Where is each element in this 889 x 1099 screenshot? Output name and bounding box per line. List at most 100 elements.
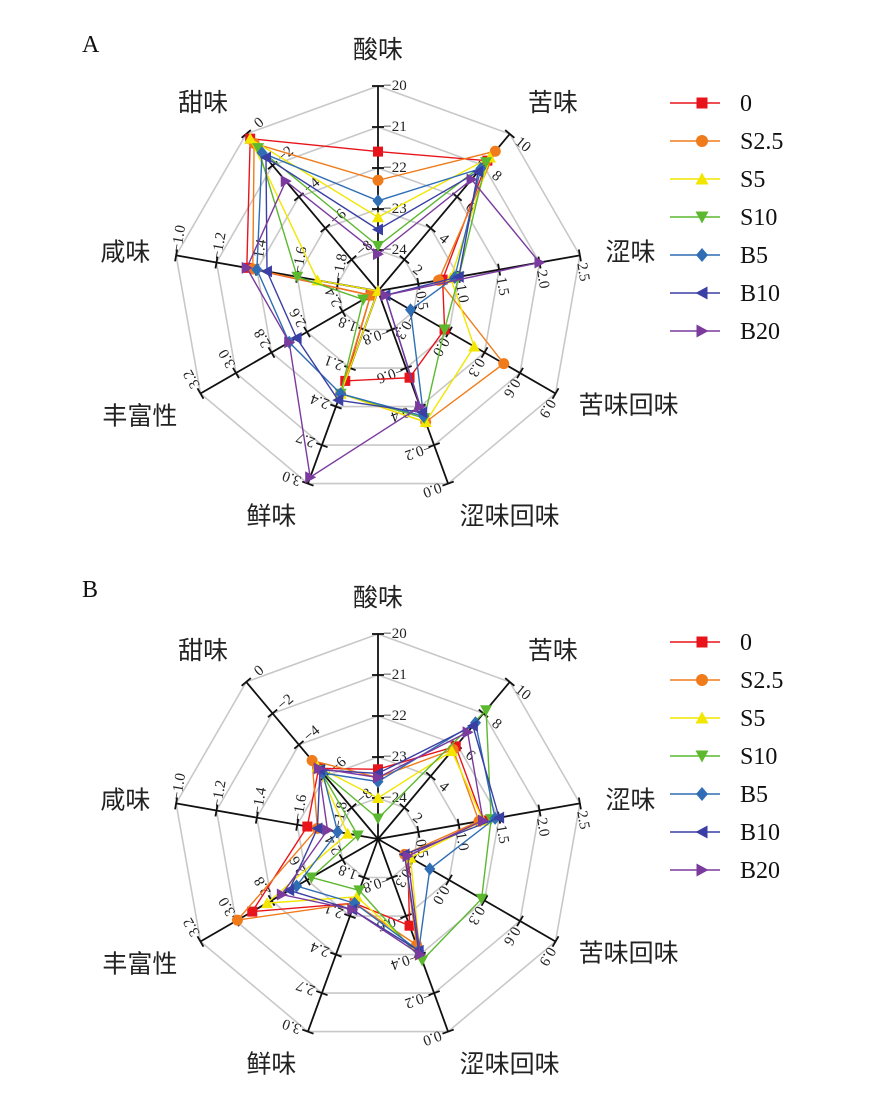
- legend-item: S10: [670, 744, 777, 770]
- series-S10: [252, 143, 493, 425]
- legend-marker: [696, 248, 708, 262]
- tick-label: −1.2: [209, 779, 229, 809]
- tick-label: 2.0: [533, 817, 552, 838]
- data-point: [468, 340, 481, 352]
- legend-item: S2.5: [670, 129, 783, 155]
- axis-tick: [267, 708, 278, 718]
- data-point: [347, 903, 359, 916]
- axis-tick: [338, 305, 347, 318]
- axis-tick: [386, 874, 398, 881]
- series-line: [256, 151, 482, 418]
- legend-marker: [695, 286, 708, 300]
- tick-label: −21: [383, 119, 406, 135]
- data-point: [416, 406, 428, 419]
- tick-label: 2: [409, 810, 425, 827]
- tick-label: −1.4: [250, 238, 271, 268]
- radar-panel-b: B−20−21−22−23−24酸味108642苦味2.52.01.51.00.…: [82, 577, 783, 1078]
- axis-tick: [241, 677, 252, 687]
- tick-label: −24: [383, 790, 407, 806]
- data-point: [480, 705, 493, 717]
- legend-marker: [696, 636, 708, 648]
- legend-marker: [695, 211, 709, 224]
- data-point: [372, 194, 384, 208]
- data-point: [322, 824, 334, 837]
- grid-ring: [175, 633, 581, 1033]
- data-point: [373, 248, 384, 261]
- grid-ring: [215, 126, 541, 446]
- axis-tick: [196, 387, 205, 400]
- tick-label: 1.8: [336, 861, 359, 882]
- axis-label: 涩味: [606, 238, 656, 267]
- axis-tick: [214, 256, 219, 269]
- data-point: [373, 771, 384, 784]
- axis-label: 涩味: [606, 786, 656, 815]
- axis-tick: [480, 894, 489, 907]
- data-point: [276, 888, 288, 901]
- tick-label: 2.1: [322, 899, 345, 920]
- axis-tick: [254, 811, 259, 824]
- data-point: [404, 372, 415, 383]
- tick-label: 0.0: [429, 883, 452, 907]
- axis-tick: [416, 825, 421, 838]
- axis-tick: [400, 365, 412, 371]
- data-point: [302, 821, 313, 832]
- tick-label: −1.0: [169, 224, 189, 254]
- data-point: [231, 914, 243, 926]
- tick-label: 3.0: [280, 467, 303, 488]
- axis-tick: [399, 803, 410, 813]
- axis-line: [307, 838, 379, 1032]
- axis-tick: [320, 223, 331, 233]
- data-point: [380, 289, 392, 302]
- series-B20: [276, 726, 489, 961]
- axis-tick: [399, 255, 410, 265]
- axis-tick: [267, 346, 276, 359]
- series-line: [256, 146, 488, 419]
- legend-label: B20: [740, 858, 780, 884]
- axis-tick: [497, 263, 502, 276]
- axis-label: 酸味: [353, 35, 403, 64]
- tick-label: 2.4: [308, 938, 332, 960]
- axis-tick: [425, 771, 436, 781]
- axis-tick: [442, 1028, 455, 1035]
- legend-label: S2.5: [740, 129, 783, 155]
- data-point: [472, 165, 484, 178]
- data-point: [305, 471, 317, 484]
- legend-item: S5: [670, 706, 765, 732]
- axis-tick: [174, 249, 179, 262]
- tick-label: −4: [301, 722, 324, 745]
- axis-label: 甜味: [178, 88, 228, 117]
- data-point: [498, 358, 510, 370]
- legend-marker: [696, 787, 708, 801]
- series-line: [248, 136, 492, 423]
- grid-ring: [336, 249, 420, 331]
- axis-tick: [344, 913, 356, 919]
- data-point: [291, 271, 304, 283]
- legend-marker: [695, 825, 708, 839]
- axis-line: [377, 254, 581, 292]
- tick-label: 10: [512, 682, 534, 704]
- series-line: [288, 724, 500, 953]
- axis-tick: [329, 951, 342, 958]
- tick-label: −0.2: [403, 439, 434, 463]
- axis-label: 甜味: [178, 636, 228, 665]
- axis-tick: [358, 874, 370, 881]
- data-point: [311, 822, 323, 835]
- legend-label: B5: [740, 243, 768, 269]
- data-point: [462, 726, 474, 739]
- legend-item: 0: [670, 91, 752, 117]
- data-point: [415, 400, 427, 413]
- axis-label: 鲜味: [246, 1049, 296, 1078]
- data-point: [372, 792, 384, 803]
- legend-item: B10: [670, 820, 780, 846]
- tick-label: −23: [383, 749, 406, 765]
- tick-label: −22: [383, 708, 406, 724]
- axis-label: 咸味: [100, 786, 150, 815]
- legend-marker: [696, 324, 709, 338]
- data-point: [260, 265, 272, 278]
- radar-panel-a: A−20−21−22−23−24酸味108642苦味2.52.01.51.00.…: [82, 32, 783, 530]
- tick-label: 2.4: [308, 390, 332, 412]
- data-point: [534, 256, 546, 269]
- data-point: [402, 850, 414, 863]
- legend-label: S10: [740, 744, 777, 770]
- data-point: [247, 906, 258, 917]
